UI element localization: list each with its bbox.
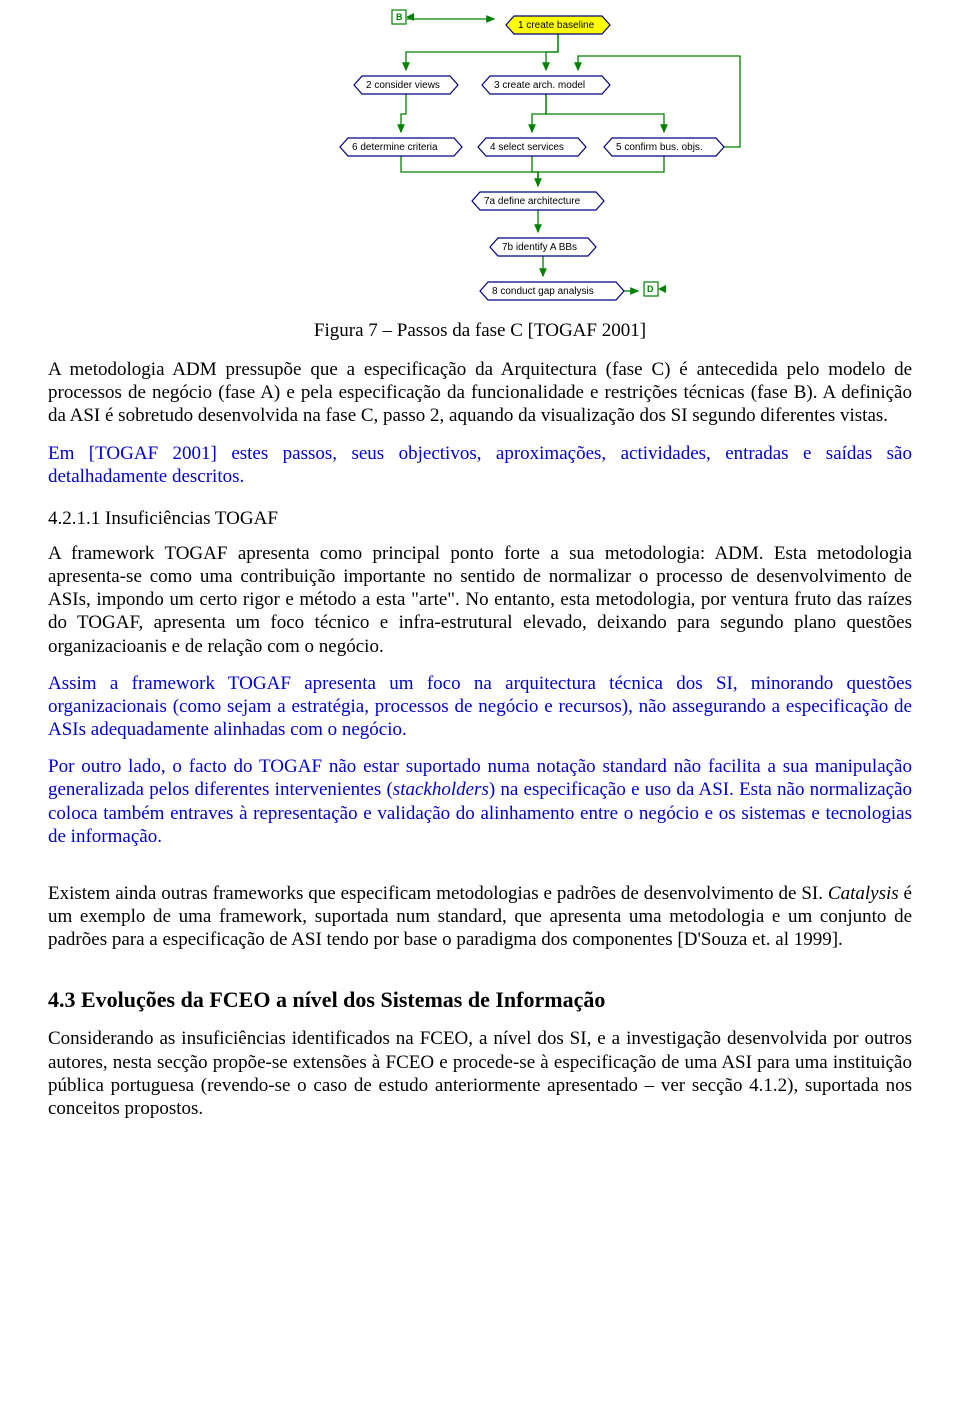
node-n6: 6 determine criteria (340, 138, 462, 156)
edge-n1-n2 (406, 34, 558, 70)
edge-n6-n7a (401, 156, 538, 186)
figure-caption: Figura 7 – Passos da fase C [TOGAF 2001] (48, 320, 912, 342)
paragraph-6: Considerando as insuficiências identific… (48, 1027, 912, 1120)
edge-n5-n7a (538, 156, 664, 186)
node-n7a: 7a define architecture (472, 192, 604, 210)
node-n2: 2 consider views (354, 76, 458, 94)
node-n4-label: 4 select services (490, 142, 564, 153)
paragraph-1a: A metodologia ADM pressupõe que a especi… (48, 358, 912, 428)
node-n2-label: 2 consider views (366, 80, 440, 91)
node-n5: 5 confirm bus. objs. (604, 138, 724, 156)
paragraph-4-em: stackholders (393, 779, 489, 800)
node-n7a-label: 7a define architecture (484, 196, 581, 207)
edge-loop-n5-n3 (578, 56, 740, 147)
edge-n2-n6 (401, 94, 406, 132)
paragraph-2: A framework TOGAF apresenta como princip… (48, 542, 912, 658)
paragraph-5-em: Catalysis (828, 883, 899, 904)
square-D: D (644, 282, 666, 296)
diagram-container: B D 1 create baseline 2 consider views 3… (48, 0, 912, 308)
edge-n3-n4 (532, 94, 546, 132)
page: B D 1 create baseline 2 consider views 3… (0, 0, 960, 1182)
node-n7b-label: 7b identify A BBs (502, 242, 577, 253)
node-n1: 1 create baseline (506, 16, 610, 34)
paragraph-4: Por outro lado, o facto do TOGAF não est… (48, 755, 912, 848)
node-n4: 4 select services (478, 138, 586, 156)
square-B-label: B (396, 12, 403, 22)
node-n3-label: 3 create arch. model (494, 80, 585, 91)
heading-4-3: 4.3 Evoluções da FCEO a nível dos Sistem… (48, 987, 912, 1013)
edge-n1-n3 (546, 34, 558, 70)
node-n8: 8 conduct gap analysis (480, 282, 624, 300)
node-n6-label: 6 determine criteria (352, 142, 438, 153)
heading-4-2-1-1: 4.2.1.1 Insuficiências TOGAF (48, 508, 912, 530)
paragraph-3: Assim a framework TOGAF apresenta um foc… (48, 672, 912, 742)
square-D-label: D (647, 284, 654, 294)
node-n8-label: 8 conduct gap analysis (492, 286, 594, 297)
square-B: B (392, 10, 414, 24)
paragraph-5a: Existem ainda outras frameworks que espe… (48, 883, 828, 904)
node-n7b: 7b identify A BBs (490, 238, 596, 256)
node-n3: 3 create arch. model (482, 76, 610, 94)
edge-n3-n5 (546, 94, 664, 132)
flowchart-diagram: B D 1 create baseline 2 consider views 3… (200, 4, 760, 308)
edge-n4-n7a (532, 156, 538, 186)
paragraph-1b: Em [TOGAF 2001] estes passos, seus objec… (48, 442, 912, 488)
node-n5-label: 5 confirm bus. objs. (616, 142, 703, 153)
paragraph-5: Existem ainda outras frameworks que espe… (48, 882, 912, 952)
node-n1-label: 1 create baseline (518, 20, 595, 31)
